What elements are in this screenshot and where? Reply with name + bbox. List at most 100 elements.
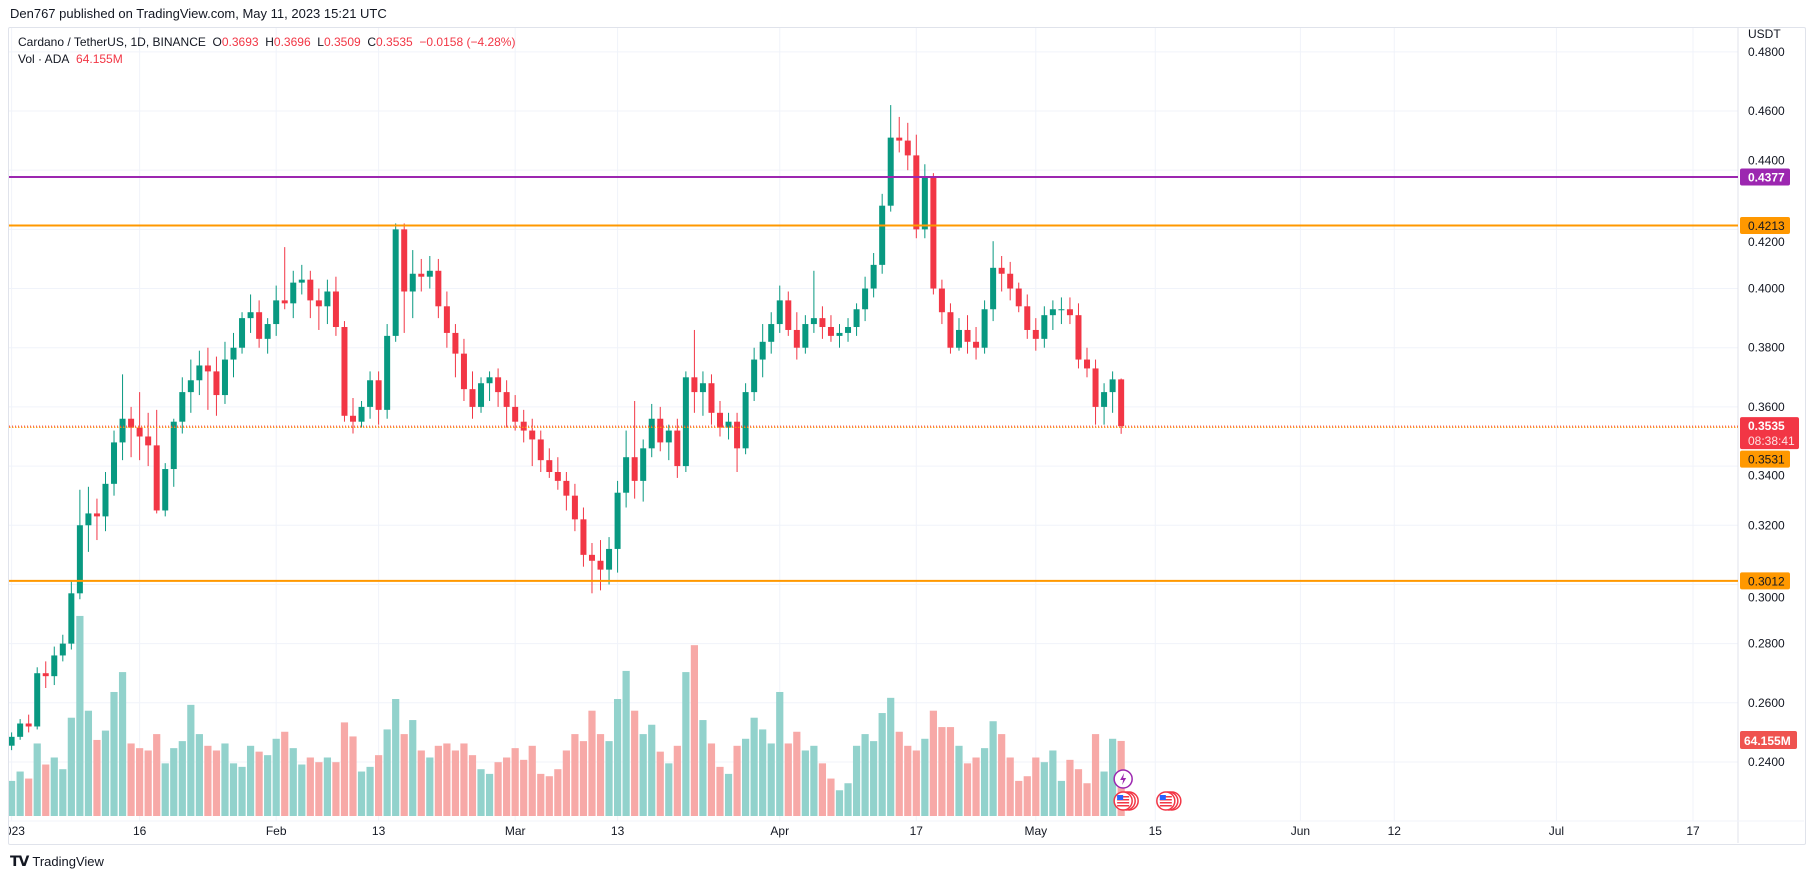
- candle-body: [546, 460, 553, 472]
- volume-bar: [195, 734, 203, 816]
- time-axis-tick-label: Feb: [266, 824, 287, 838]
- legend-ohlc-row: Cardano / TetherUS, 1D, BINANCE O0.3693 …: [18, 34, 515, 51]
- candle-body: [827, 327, 834, 336]
- volume-bar: [434, 745, 442, 816]
- candle-body: [699, 383, 706, 393]
- candle-body: [85, 513, 92, 526]
- price-level-badge: [1740, 572, 1790, 590]
- volume-bar: [690, 645, 698, 816]
- candle-body: [759, 341, 766, 360]
- candle-body: [921, 176, 928, 230]
- candle-body: [298, 279, 305, 283]
- candle-body: [247, 312, 254, 319]
- us-flag-icon-stripe: [1117, 802, 1130, 804]
- price-axis-tick-label: 0.2800: [1748, 637, 1785, 651]
- us-flag-icon-stripe: [1159, 805, 1172, 807]
- candle-body: [162, 469, 169, 511]
- series-group: [9, 105, 1125, 816]
- volume-bar: [485, 773, 494, 816]
- symbol-title[interactable]: Cardano / TetherUS, 1D, BINANCE: [18, 35, 206, 49]
- volume-bar: [118, 672, 127, 816]
- candle-body: [93, 513, 100, 517]
- volume-bar: [938, 727, 946, 816]
- volume-bar: [221, 743, 229, 816]
- candle-body: [913, 155, 920, 230]
- volume-bar: [144, 750, 152, 816]
- tradingview-logo-icon[interactable]: 𝗧𝗩: [10, 853, 29, 869]
- volume-bar: [1006, 757, 1014, 816]
- volume-bar: [776, 691, 784, 816]
- candle-body: [332, 291, 339, 328]
- volume-bar: [366, 766, 374, 816]
- candle-body: [187, 380, 194, 393]
- volume-bar: [767, 743, 775, 816]
- candle-body: [853, 309, 860, 328]
- volume-bar: [110, 691, 118, 816]
- volume-bar: [818, 763, 827, 816]
- candle-body: [375, 380, 382, 410]
- volume-bar: [742, 738, 750, 816]
- volume-bar: [136, 748, 144, 816]
- candle-body: [998, 267, 1005, 274]
- candle-body: [810, 318, 817, 325]
- candle-body: [1092, 368, 1099, 407]
- time-axis-tick-label: 2023: [0, 824, 25, 838]
- volume-bar: [50, 757, 58, 816]
- price-axis-tick-label: 0.3800: [1748, 341, 1785, 355]
- us-flag-icon[interactable]: [1113, 791, 1139, 811]
- volume-bar: [375, 755, 383, 816]
- chart-legend: Cardano / TetherUS, 1D, BINANCE O0.3693 …: [18, 34, 515, 68]
- volume-bar: [67, 717, 75, 816]
- candle-body: [879, 205, 886, 265]
- time-axis-tick-label: May: [1024, 824, 1047, 838]
- volume-label[interactable]: Vol · ADA: [18, 52, 70, 66]
- low-value: 0.3509: [323, 35, 361, 49]
- volume-bar: [153, 734, 161, 816]
- volume-bar: [759, 729, 767, 816]
- volume-bar: [426, 757, 434, 816]
- brand-name[interactable]: TradingView: [32, 854, 104, 869]
- volume-bar: [298, 764, 306, 816]
- volume-bar: [724, 773, 733, 816]
- volume-bar: [1040, 762, 1048, 816]
- candle-body: [614, 492, 621, 549]
- candle-body: [136, 427, 143, 437]
- volume-bar: [84, 710, 93, 816]
- us-flag-icon-circle: [1156, 791, 1176, 811]
- candle-body: [478, 383, 485, 407]
- lightning-icon[interactable]: [1113, 769, 1133, 789]
- candle-body: [563, 480, 570, 496]
- time-axis-tick-label: 12: [1388, 824, 1402, 838]
- candle-body: [1066, 309, 1073, 316]
- candle-body: [1015, 288, 1022, 307]
- candle-body: [392, 229, 399, 336]
- candle-body: [631, 457, 638, 481]
- candle-body: [145, 436, 152, 446]
- volume-bar: [699, 720, 707, 816]
- candle-body: [1041, 315, 1048, 339]
- volume-bar: [187, 704, 195, 816]
- publish-caption: Den767 published on TradingView.com, May…: [10, 6, 387, 21]
- candle-body: [1084, 359, 1091, 369]
- volume-bar: [323, 757, 331, 816]
- us-flag-icon[interactable]: [1156, 791, 1182, 811]
- candle-body: [307, 279, 314, 301]
- candle-body: [1049, 309, 1056, 316]
- us-flag-icon-canton: [1159, 795, 1166, 800]
- volume-bar: [315, 762, 323, 816]
- volume-bar: [844, 783, 852, 816]
- volume-bar: [579, 741, 588, 816]
- volume-bar: [682, 672, 690, 816]
- volume-bar: [289, 748, 297, 816]
- volume-bar: [204, 745, 212, 816]
- candle-body: [341, 327, 348, 416]
- candle-body: [401, 229, 408, 292]
- volume-bar: [520, 759, 528, 816]
- candle-body: [580, 519, 587, 555]
- price-level-badge-label: 0.3012: [1748, 574, 1785, 588]
- volume-bar: [511, 748, 519, 816]
- volume-bar: [810, 745, 818, 816]
- candle-body: [256, 312, 263, 339]
- time-axis-tick-label: Mar: [505, 824, 526, 838]
